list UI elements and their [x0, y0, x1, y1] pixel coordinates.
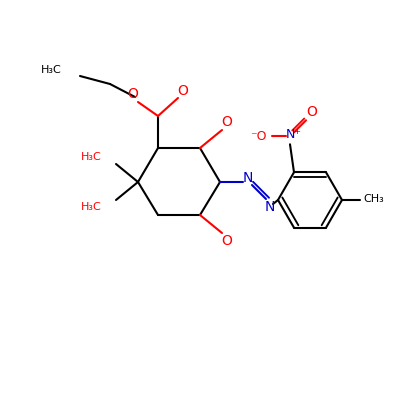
Text: H₃C: H₃C	[81, 152, 102, 162]
Text: O: O	[128, 87, 138, 101]
Text: O: O	[222, 115, 232, 129]
Text: O: O	[306, 105, 318, 119]
Text: CH₃: CH₃	[364, 194, 384, 204]
Text: H₃C: H₃C	[81, 202, 102, 212]
Text: H₃C: H₃C	[41, 65, 62, 75]
Text: N: N	[265, 200, 275, 214]
Text: O: O	[178, 84, 188, 98]
Text: O: O	[222, 234, 232, 248]
Text: ⁻O: ⁻O	[250, 130, 266, 143]
Text: N⁺: N⁺	[286, 128, 302, 141]
Text: N: N	[243, 171, 253, 185]
